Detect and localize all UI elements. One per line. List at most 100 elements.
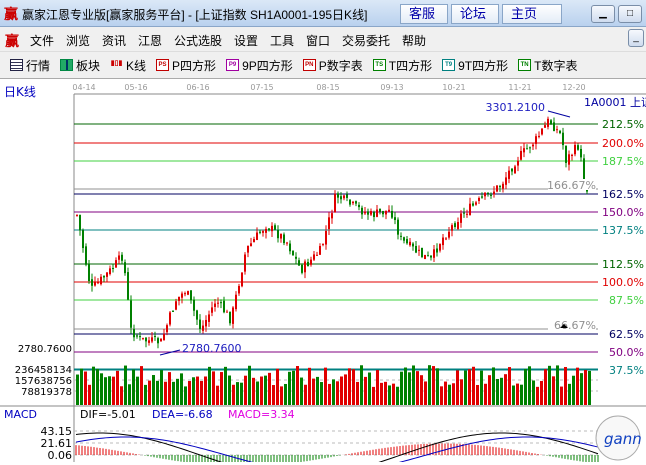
candle-body — [196, 310, 198, 320]
candle-body — [490, 194, 492, 196]
candle-body — [187, 291, 189, 295]
homepage-button[interactable]: 主页 — [502, 4, 562, 24]
volume-bar — [192, 377, 195, 405]
candle-body — [268, 228, 270, 231]
volume-bar — [544, 369, 547, 405]
candle-body — [133, 329, 135, 338]
volume-bar — [284, 383, 287, 405]
candle-body — [559, 130, 561, 134]
volume-bar — [384, 381, 387, 405]
toolbar-3-button[interactable]: PS P四方形 — [156, 57, 216, 74]
volume-bar — [472, 366, 475, 405]
volume-bar — [292, 370, 295, 405]
macd-tick: 43.15 — [41, 425, 73, 438]
customer-service-button[interactable]: 客服 — [400, 4, 448, 24]
volume-bar — [408, 372, 411, 405]
date-tick: 11-21 — [508, 83, 531, 92]
volume-bar — [572, 375, 575, 405]
volume-bar — [348, 368, 351, 405]
volume-bar — [100, 373, 103, 405]
volume-bar — [120, 386, 123, 405]
menu-tools[interactable]: 工具 — [270, 34, 295, 48]
candle-body — [499, 186, 501, 188]
menu-gann[interactable]: 江恩 — [138, 34, 163, 48]
candle-body — [328, 217, 330, 230]
volume-tick: 78819378 — [21, 387, 72, 398]
candle-body — [178, 296, 180, 301]
volume-bar — [92, 366, 95, 405]
candle-body — [574, 144, 576, 155]
candle-body — [280, 234, 282, 239]
candle-body — [550, 120, 552, 125]
volume-bar — [208, 366, 211, 405]
candle-body — [226, 311, 228, 313]
arrow-up-icon — [560, 324, 568, 328]
toolbar-1-button[interactable]: 板块 — [60, 57, 100, 74]
menu-settings[interactable]: 设置 — [234, 34, 259, 48]
candle-body — [466, 213, 468, 215]
volume-bar — [380, 382, 383, 405]
volume-bar — [276, 368, 279, 405]
volume-bar — [520, 384, 523, 405]
menu-info[interactable]: 资讯 — [102, 34, 127, 48]
volume-bar — [352, 369, 355, 405]
volume-bar — [368, 372, 371, 405]
candle-body — [175, 301, 177, 310]
candle-body — [298, 260, 300, 266]
volume-bar — [84, 371, 87, 405]
volume-bar — [344, 374, 347, 405]
candle-body — [520, 150, 522, 160]
toolbar-6-button[interactable]: TS T四方形 — [372, 57, 432, 74]
toolbar-7-button[interactable]: T9 9T四方形 — [442, 57, 508, 74]
kline-chart[interactable]: 日K线 04-14 05-16 06-16 07-15 08-15 09-13 10-21 11… — [0, 80, 646, 465]
volume-bar — [200, 380, 203, 405]
candle-body — [115, 260, 117, 268]
volume-bar — [308, 367, 311, 405]
volume-bar — [340, 376, 343, 405]
forum-button[interactable]: 论坛 — [451, 4, 499, 24]
volume-bar — [504, 374, 507, 405]
date-tick: 12-20 — [562, 83, 585, 92]
candle-body — [406, 239, 408, 244]
candle-body — [319, 246, 321, 255]
candle-body — [514, 166, 516, 174]
toolbar-4-button[interactable]: P9 9P四方形 — [226, 57, 293, 74]
candle-body — [526, 148, 528, 150]
minimize-button[interactable]: ▁ — [591, 5, 615, 23]
menu-formula[interactable]: 公式选股 — [174, 34, 223, 48]
macd-dif-value: DIF=-5.01 — [80, 408, 136, 421]
candle-body — [235, 294, 237, 310]
candle-body — [487, 192, 489, 194]
menu-window[interactable]: 窗口 — [306, 34, 331, 48]
toolbar-label: P四方形 — [172, 58, 217, 73]
maximize-button[interactable]: □ — [618, 5, 642, 23]
toolbar: 行情 板块 ▮▯▮ K线 PS P四方形 P9 9P四方形 PN P数字表 TS T四方形 T9 9T四方… — [0, 51, 646, 79]
toolbar-5-button[interactable]: PN P数字表 — [302, 57, 363, 74]
menu-trade[interactable]: 交易委托 — [342, 34, 391, 48]
volume-bar — [324, 367, 327, 405]
toolbar-8-button[interactable]: TN T数字表 — [518, 57, 577, 74]
toolbar-0-button[interactable]: 行情 — [10, 57, 50, 74]
menu-help[interactable]: 帮助 — [402, 34, 427, 48]
menu-browse[interactable]: 浏览 — [66, 34, 91, 48]
candle-body — [457, 222, 459, 229]
volume-bar — [556, 365, 559, 405]
gann-level-label: 162.5% — [602, 188, 644, 201]
candle-body — [259, 231, 261, 233]
candle-body — [556, 129, 558, 131]
mdi-minimize-button[interactable]: _ — [628, 29, 644, 47]
candle-body — [463, 212, 465, 214]
candle-body — [373, 211, 375, 218]
volume-bar — [204, 376, 207, 405]
candle-body — [325, 230, 327, 245]
toolbar-2-button[interactable]: ▮▯▮ K线 — [110, 57, 146, 74]
volume-bar — [464, 370, 467, 405]
volume-bar — [424, 381, 427, 405]
candle-body — [403, 237, 405, 241]
volume-bar — [552, 376, 555, 405]
candle-body — [127, 272, 129, 300]
volume-bar — [436, 368, 439, 405]
menu-file[interactable]: 文件 — [30, 34, 55, 48]
candle-body — [415, 245, 417, 253]
candle-body — [364, 211, 366, 214]
